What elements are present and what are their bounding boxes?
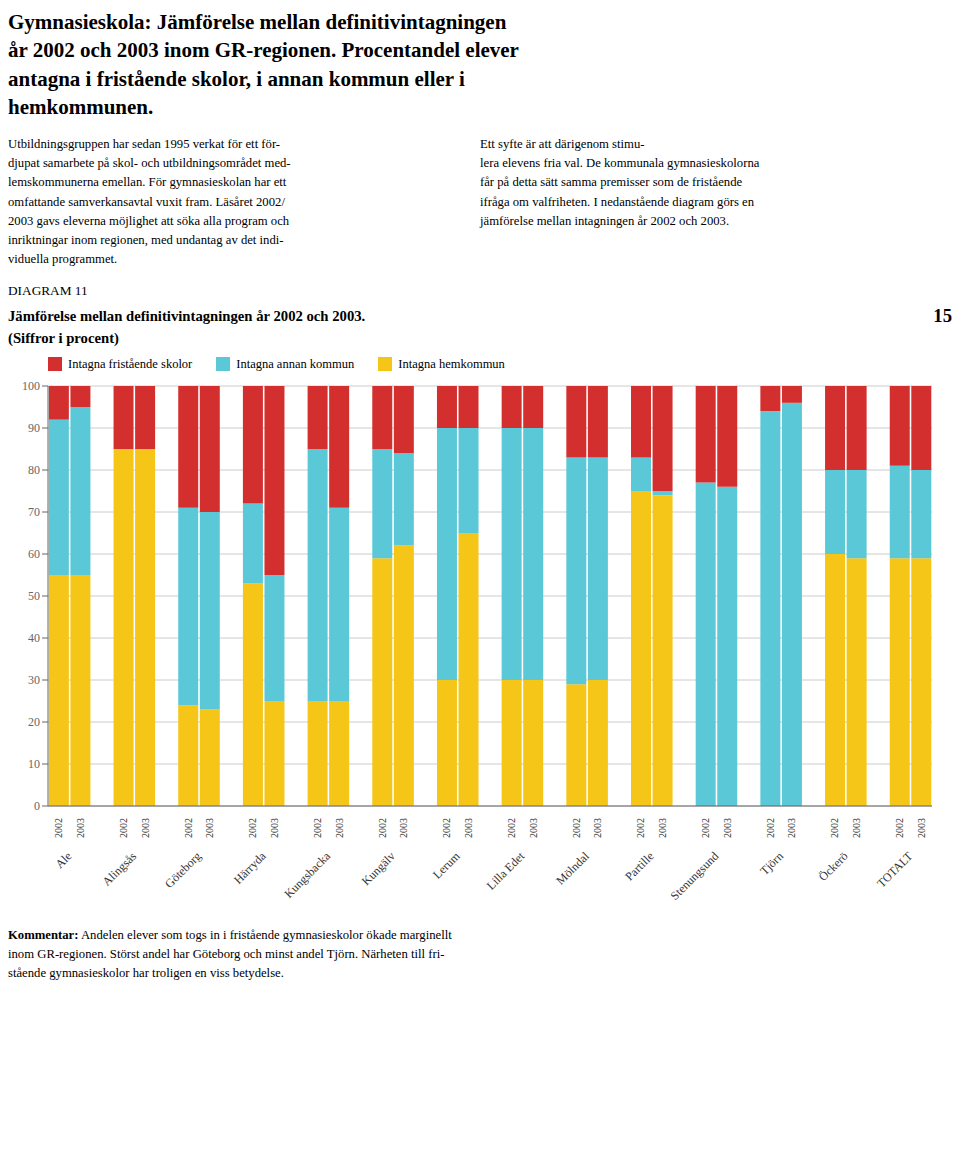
svg-text:2003: 2003 — [851, 818, 862, 838]
svg-text:2002: 2002 — [571, 818, 582, 838]
svg-text:2003: 2003 — [398, 818, 409, 838]
svg-text:Kungälv: Kungälv — [359, 849, 398, 888]
svg-text:2002: 2002 — [247, 818, 258, 838]
svg-text:2003: 2003 — [75, 818, 86, 838]
svg-text:10: 10 — [28, 757, 40, 771]
svg-text:2002: 2002 — [765, 818, 776, 838]
svg-text:40: 40 — [28, 631, 40, 645]
html-text:Ett syfte är att därigenom sti: Ett syfte är att därigenom stimu- lera e… — [480, 137, 760, 228]
svg-text:2002: 2002 — [700, 818, 711, 838]
svg-text:100: 100 — [22, 379, 40, 393]
html-text:Jämförelse mellan definitivint: Jämförelse mellan definitivintagningen å… — [8, 307, 366, 346]
svg-text:TOTALT: TOTALT — [874, 848, 916, 890]
svg-text:Öckerö: Öckerö — [816, 849, 851, 884]
html-text:15: 15 — [933, 304, 952, 326]
svg-text:2002: 2002 — [829, 818, 840, 838]
svg-text:90: 90 — [28, 421, 40, 435]
svg-text:Alingsås: Alingsås — [100, 849, 140, 889]
svg-text:Mölndal: Mölndal — [553, 848, 592, 887]
svg-text:2003: 2003 — [334, 818, 345, 838]
html-text:Kommentar: Andelen elever som: Kommentar: Andelen elever som togs in i … — [8, 927, 452, 980]
svg-text:2003: 2003 — [722, 818, 733, 838]
svg-text:2003: 2003 — [463, 818, 474, 838]
svg-text:2003: 2003 — [269, 818, 280, 838]
svg-text:Kungsbacka: Kungsbacka — [281, 848, 333, 900]
svg-text:2003: 2003 — [592, 818, 603, 838]
svg-text:2003: 2003 — [204, 818, 215, 838]
svg-text:2002: 2002 — [635, 818, 646, 838]
svg-text:2003: 2003 — [657, 818, 668, 838]
svg-text:70: 70 — [28, 505, 40, 519]
html-text:Intagna annan kommun: Intagna annan kommun — [236, 356, 355, 371]
svg-text:2002: 2002 — [377, 818, 388, 838]
html-text:Gymnasieskola: Jämförelse mell: Gymnasieskola: Jämförelse mellan definit… — [8, 10, 519, 119]
svg-text:Lilla Edet: Lilla Edet — [484, 848, 528, 892]
svg-text:50: 50 — [28, 589, 40, 603]
svg-text:2003: 2003 — [528, 818, 539, 838]
svg-text:2002: 2002 — [894, 818, 905, 838]
svg-text:Lerum: Lerum — [430, 848, 463, 881]
svg-text:2003: 2003 — [140, 818, 151, 838]
svg-text:Partille: Partille — [622, 849, 656, 883]
svg-text:80: 80 — [28, 463, 40, 477]
svg-text:2002: 2002 — [53, 818, 64, 838]
svg-text:2002: 2002 — [312, 818, 323, 838]
html-text:Utbildningsgruppen har sedan 1: Utbildningsgruppen har sedan 1995 verkat… — [8, 137, 291, 266]
svg-text:Tjörn: Tjörn — [757, 849, 786, 878]
svg-text:2003: 2003 — [916, 818, 927, 838]
svg-text:20: 20 — [28, 715, 40, 729]
svg-text:2003: 2003 — [786, 818, 797, 838]
svg-text:2002: 2002 — [506, 818, 517, 838]
svg-text:2002: 2002 — [118, 818, 129, 838]
svg-text:0: 0 — [34, 799, 40, 813]
html-text:DIAGRAM 11: DIAGRAM 11 — [8, 282, 88, 298]
html-text:Intagna hemkommun: Intagna hemkommun — [398, 356, 505, 371]
svg-text:30: 30 — [28, 673, 40, 687]
svg-text:60: 60 — [28, 547, 40, 561]
svg-text:2002: 2002 — [441, 818, 452, 838]
svg-text:Härryda: Härryda — [231, 848, 269, 886]
html-text:Intagna fristående skolor: Intagna fristående skolor — [68, 356, 193, 371]
svg-text:Ale: Ale — [52, 849, 74, 871]
svg-text:2002: 2002 — [183, 818, 194, 838]
svg-text:Göteborg: Göteborg — [162, 849, 204, 891]
svg-text:Stenungsund: Stenungsund — [668, 849, 722, 903]
